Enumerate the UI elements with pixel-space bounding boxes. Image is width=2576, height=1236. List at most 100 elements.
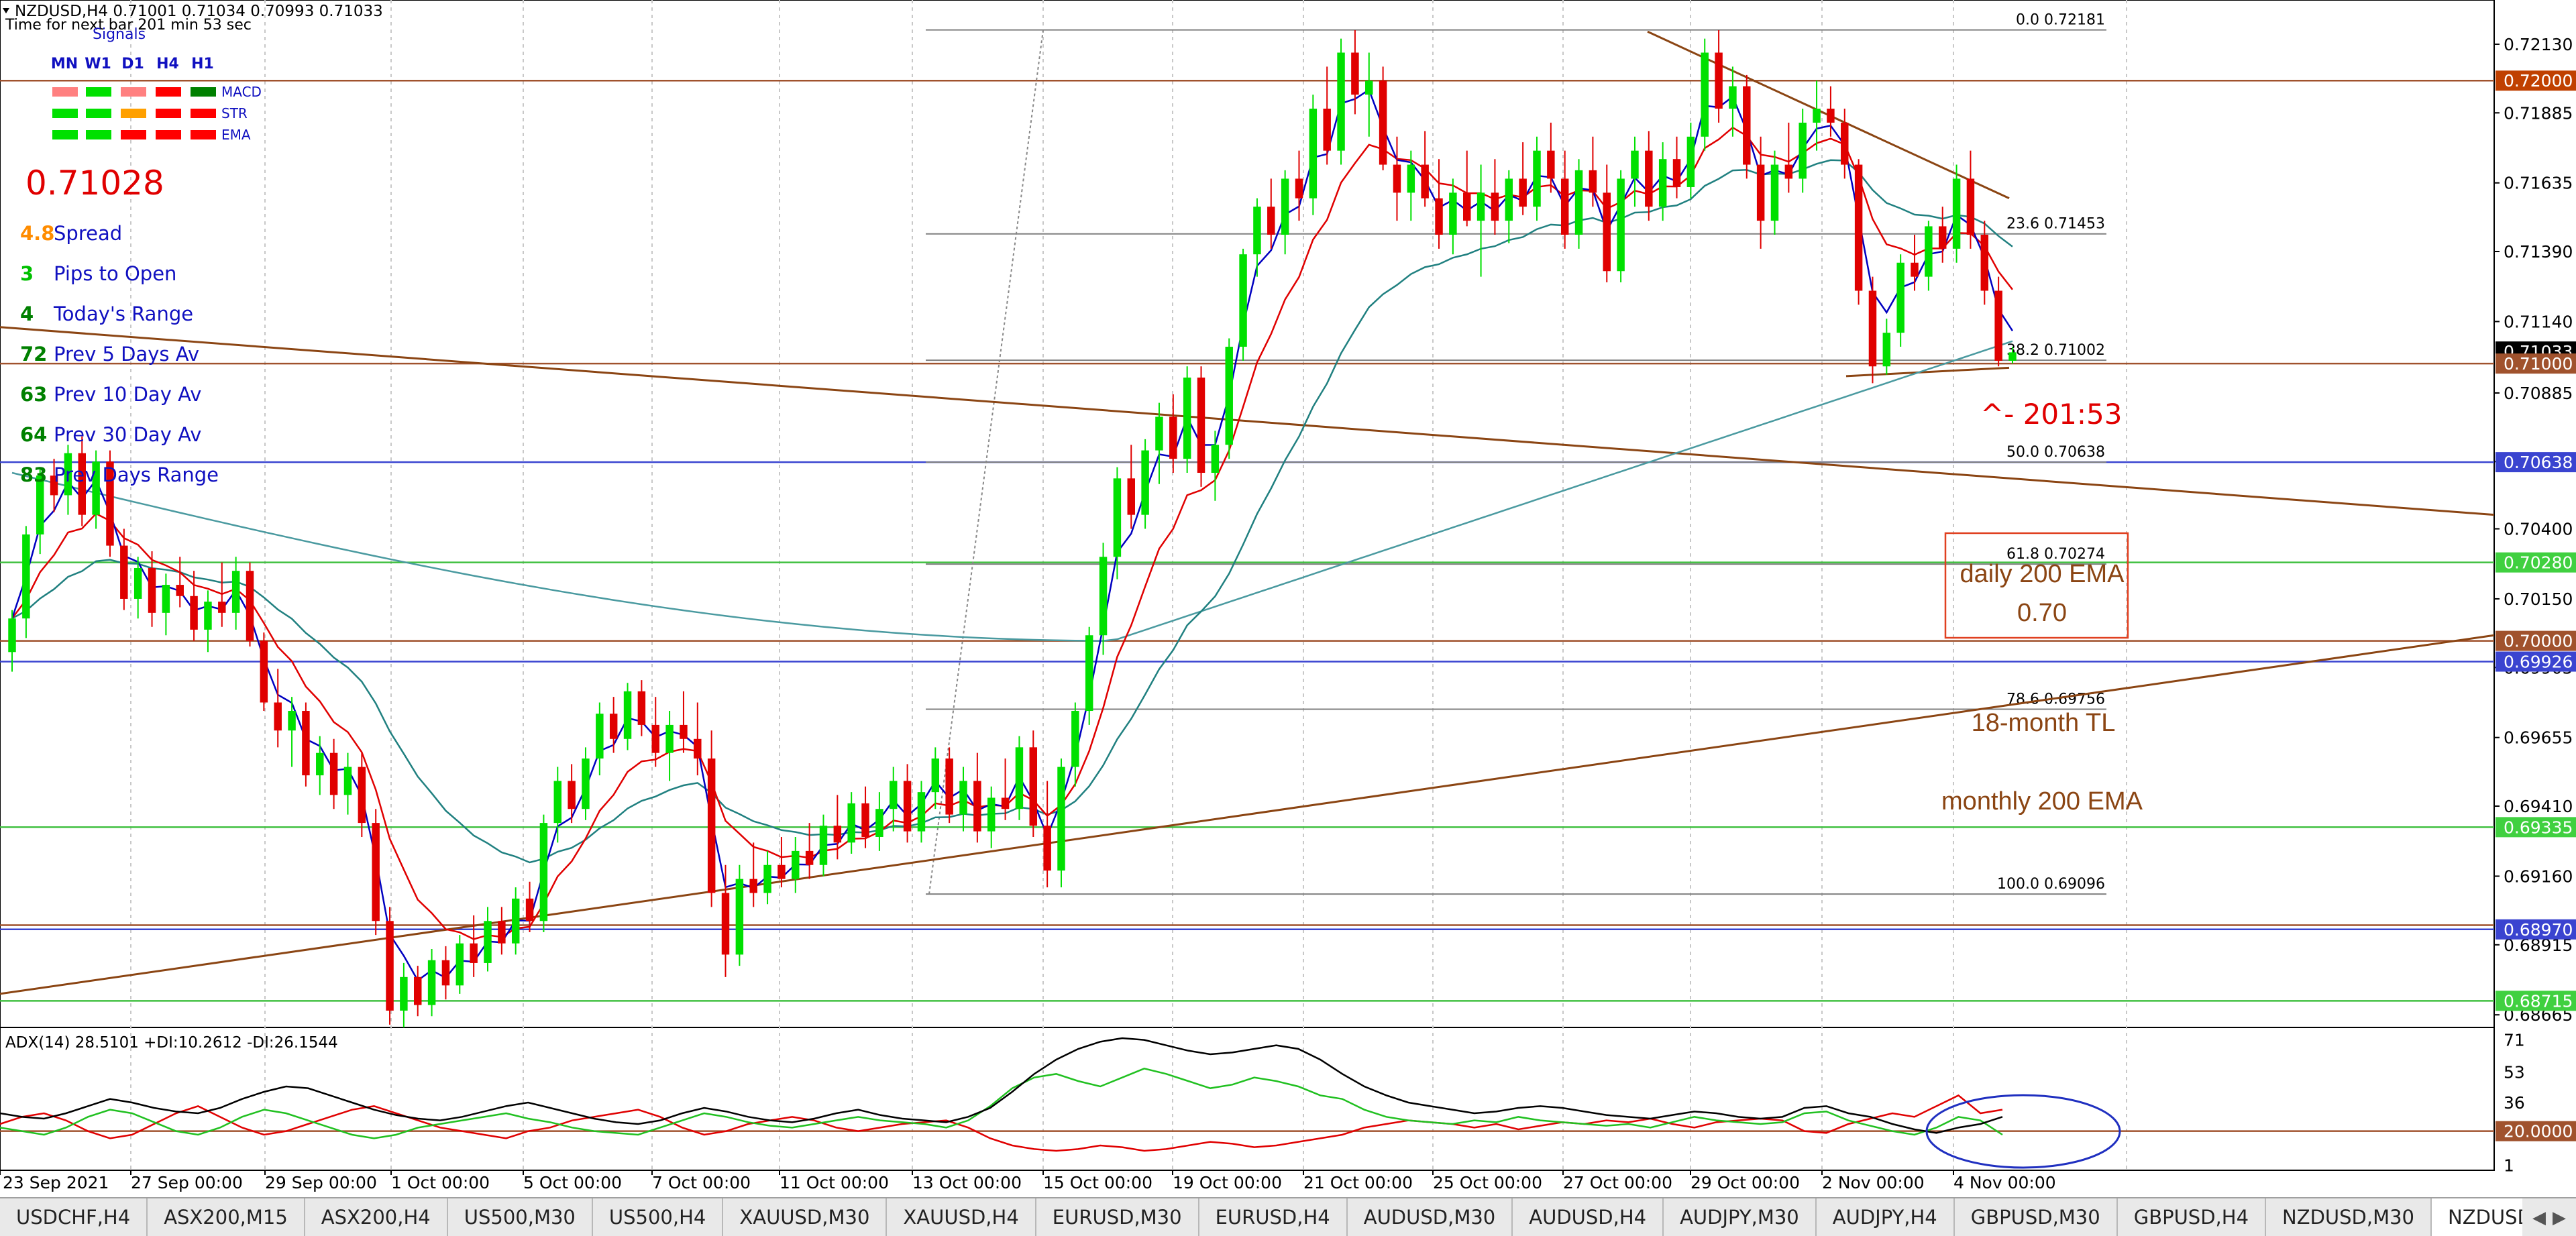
signal-cell <box>52 109 78 118</box>
candle-body <box>1183 377 1191 459</box>
candle <box>1421 131 1429 207</box>
chart-tab[interactable]: ASX200,M15 <box>148 1198 305 1236</box>
signal-cell <box>52 87 78 97</box>
fib-level-label: 23.6 0.71453 <box>2006 216 2105 233</box>
signal-cell <box>191 130 216 139</box>
candle-body <box>749 879 757 893</box>
chart-tab[interactable]: USDCHF,H4 <box>0 1198 148 1236</box>
stat-label: Prev Days Range <box>54 463 219 486</box>
candle <box>1882 319 1891 375</box>
candle <box>8 610 16 672</box>
candle <box>749 842 757 907</box>
chart-tab[interactable]: AUDUSD,H4 <box>1513 1198 1664 1236</box>
price-tick-label: 0.71635 <box>2504 174 2573 193</box>
chart-tab[interactable]: AUDUSD,M30 <box>1348 1198 1513 1236</box>
tab-scroll-right-icon[interactable]: ▶ <box>2553 1206 2566 1227</box>
candlesticks <box>8 30 2017 1027</box>
tab-scroll-buttons[interactable]: ◀ ▶ <box>2522 1198 2576 1236</box>
candle-body <box>372 823 380 921</box>
candle <box>1994 276 2002 367</box>
candle <box>1015 736 1024 820</box>
candle <box>1645 131 1653 221</box>
chart-tab[interactable]: US500,H4 <box>593 1198 724 1236</box>
chart-tab[interactable]: GBPUSD,M30 <box>1955 1198 2118 1236</box>
chart-frame <box>0 0 2495 1171</box>
time-tick-label: 4 Nov 00:00 <box>1953 1173 2056 1192</box>
chart-tab[interactable]: EURUSD,M30 <box>1036 1198 1199 1236</box>
candle-body <box>78 453 87 515</box>
candle <box>400 962 408 1027</box>
candle <box>511 887 520 955</box>
candle-body <box>847 803 855 843</box>
signal-row-label: EMA <box>221 127 251 143</box>
candle <box>1952 164 1961 263</box>
chart-tab[interactable]: ASX200,H4 <box>305 1198 448 1236</box>
chart-tab[interactable]: NZDUSD,M30 <box>2266 1198 2432 1236</box>
candle <box>1309 95 1318 215</box>
tab-scroll-left-icon[interactable]: ◀ <box>2532 1206 2546 1227</box>
candle-body <box>1393 164 1401 193</box>
candle-body <box>1295 178 1303 199</box>
chart-tab[interactable]: XAUUSD,M30 <box>723 1198 888 1236</box>
candle <box>1756 136 1765 249</box>
chart-tab[interactable]: AUDJPY,H4 <box>1817 1198 1955 1236</box>
price-tag: 0.70638 <box>2496 452 2576 473</box>
ema-slow-line <box>11 159 2013 864</box>
candle <box>427 949 436 1017</box>
candle-body <box>511 898 520 944</box>
price-tag: 0.68970 <box>2496 919 2576 940</box>
candle <box>372 809 380 936</box>
candle-body <box>1281 178 1289 235</box>
lower-support-line <box>1845 366 2010 378</box>
eighteen-month-trendline <box>0 634 2495 995</box>
time-tick-label: 29 Oct 00:00 <box>1690 1173 1800 1192</box>
candle-body <box>22 534 30 619</box>
chart-tab[interactable]: AUDJPY,M30 <box>1664 1198 1817 1236</box>
candle <box>917 781 926 843</box>
candle <box>1253 198 1261 277</box>
stat-value: 63 <box>20 383 47 406</box>
candle-body <box>106 461 114 546</box>
candle-body <box>665 724 674 753</box>
price-tag-label: 0.71000 <box>2504 354 2573 374</box>
candle <box>1505 170 1513 243</box>
candle-body <box>931 759 940 793</box>
chart-tabs: USDCHF,H4 ASX200,M15 ASX200,H4 US500,M30 US5… <box>0 1197 2576 1236</box>
candle-body <box>582 759 590 809</box>
candle <box>735 864 744 966</box>
chart-tab[interactable]: US500,M30 <box>448 1198 593 1236</box>
candle <box>329 738 338 809</box>
candle-body <box>498 921 506 944</box>
chart-tab[interactable]: GBPUSD,H4 <box>2118 1198 2267 1236</box>
candle <box>133 557 142 619</box>
candle <box>1686 122 1695 199</box>
fib-level-label: 0.0 0.72181 <box>2016 12 2105 29</box>
chart-menu-arrow-icon <box>3 8 9 13</box>
candle <box>343 752 352 815</box>
signal-timeframe-label: H4 <box>156 56 179 72</box>
candle-body <box>792 850 800 879</box>
candle <box>1071 702 1079 787</box>
stat-value: 64 <box>20 423 47 446</box>
candle-body <box>64 453 72 496</box>
candle-body <box>1841 122 1849 165</box>
candle-body <box>1574 170 1583 235</box>
candle-body <box>1560 178 1569 235</box>
price-axis: 0.72130 0.71885 0.71635 0.71390 0.71140 0.708… <box>2494 35 2573 1025</box>
candle-body <box>623 691 632 739</box>
candle-body <box>484 921 492 963</box>
price-tag-bg <box>2496 817 2576 838</box>
descending-trendline <box>0 326 2495 516</box>
candle-body <box>596 714 604 759</box>
candle-body <box>1197 377 1205 473</box>
candle-body <box>1477 192 1485 221</box>
chart-tab[interactable]: XAUUSD,H4 <box>887 1198 1036 1236</box>
chart-tab[interactable]: EURUSD,H4 <box>1199 1198 1348 1236</box>
candle-body <box>568 781 576 809</box>
signal-row-label: MACD <box>221 84 262 100</box>
candle-body <box>1267 207 1275 235</box>
price-tick-label: 0.70885 <box>2504 384 2573 403</box>
candle-body <box>553 781 562 824</box>
candle <box>1435 159 1443 249</box>
